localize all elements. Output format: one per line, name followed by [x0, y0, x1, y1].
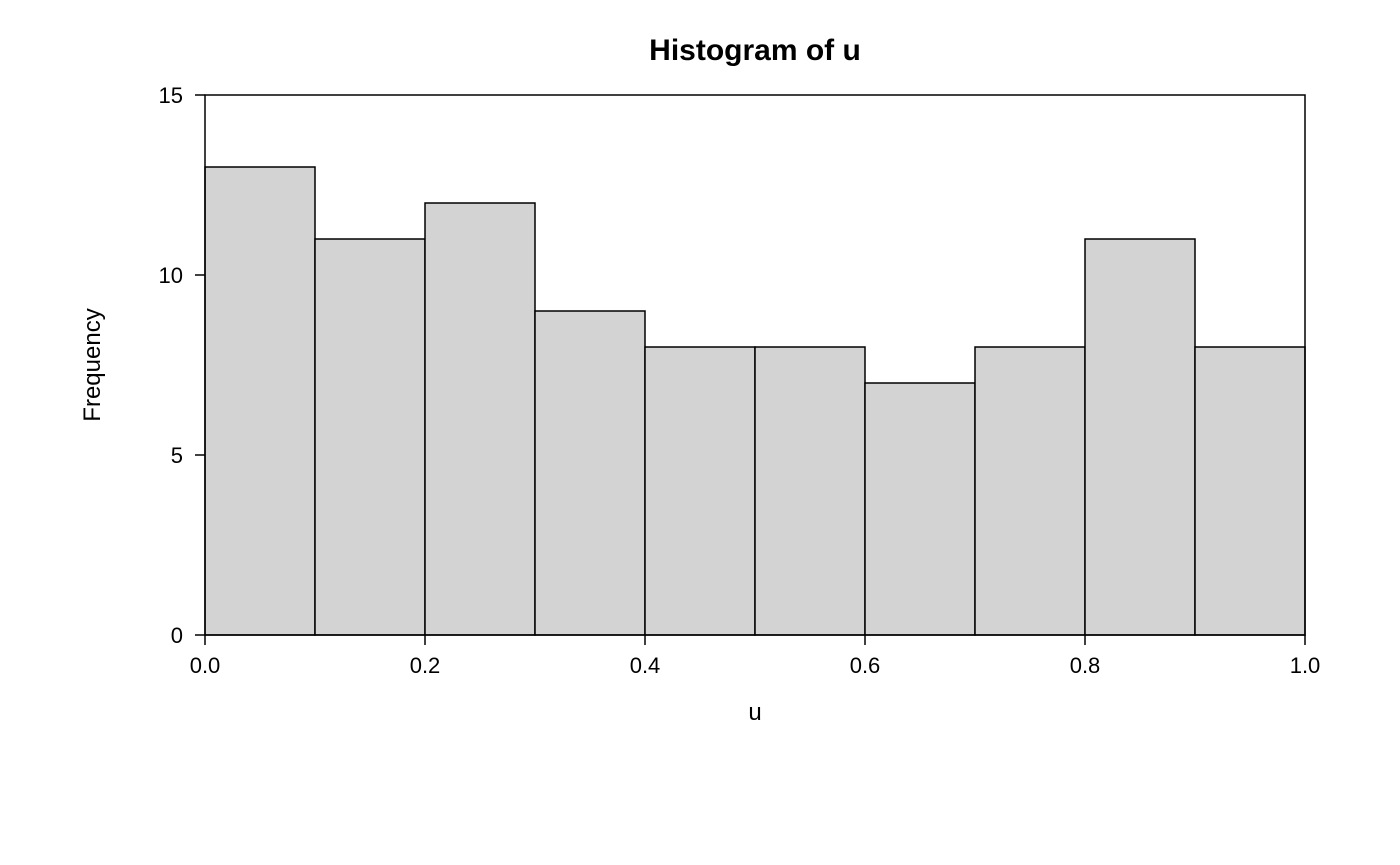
y-tick-label: 15	[159, 83, 183, 108]
x-tick-label: 0.2	[410, 653, 441, 678]
chart-svg: 0.0 0.2 0.4 0.6 0.8 1.0 0 5 10 15 u Frequency Histog…	[0, 0, 1400, 865]
histogram-bar	[1195, 347, 1305, 635]
y-axis-label: Frequency	[79, 308, 106, 421]
x-tick-label: 0.0	[190, 653, 221, 678]
x-axis-label: u	[748, 699, 761, 726]
histogram-chart: 0.0 0.2 0.4 0.6 0.8 1.0 0 5 10 15 u Frequency Histog…	[0, 0, 1400, 865]
histogram-bar	[755, 347, 865, 635]
y-tick-label: 10	[159, 263, 183, 288]
x-tick-label: 0.6	[850, 653, 881, 678]
y-tick-label: 0	[171, 623, 183, 648]
x-tick-label: 1.0	[1290, 653, 1321, 678]
histogram-bar	[865, 383, 975, 635]
histogram-bar	[205, 167, 315, 635]
histogram-bar	[425, 203, 535, 635]
histogram-bar	[315, 239, 425, 635]
histogram-bar	[1085, 239, 1195, 635]
histogram-bar	[975, 347, 1085, 635]
histogram-bar	[535, 311, 645, 635]
x-tick-label: 0.8	[1070, 653, 1101, 678]
histogram-bar	[645, 347, 755, 635]
x-tick-label: 0.4	[630, 653, 661, 678]
y-tick-label: 5	[171, 443, 183, 468]
chart-title: Histogram of u	[649, 34, 861, 67]
